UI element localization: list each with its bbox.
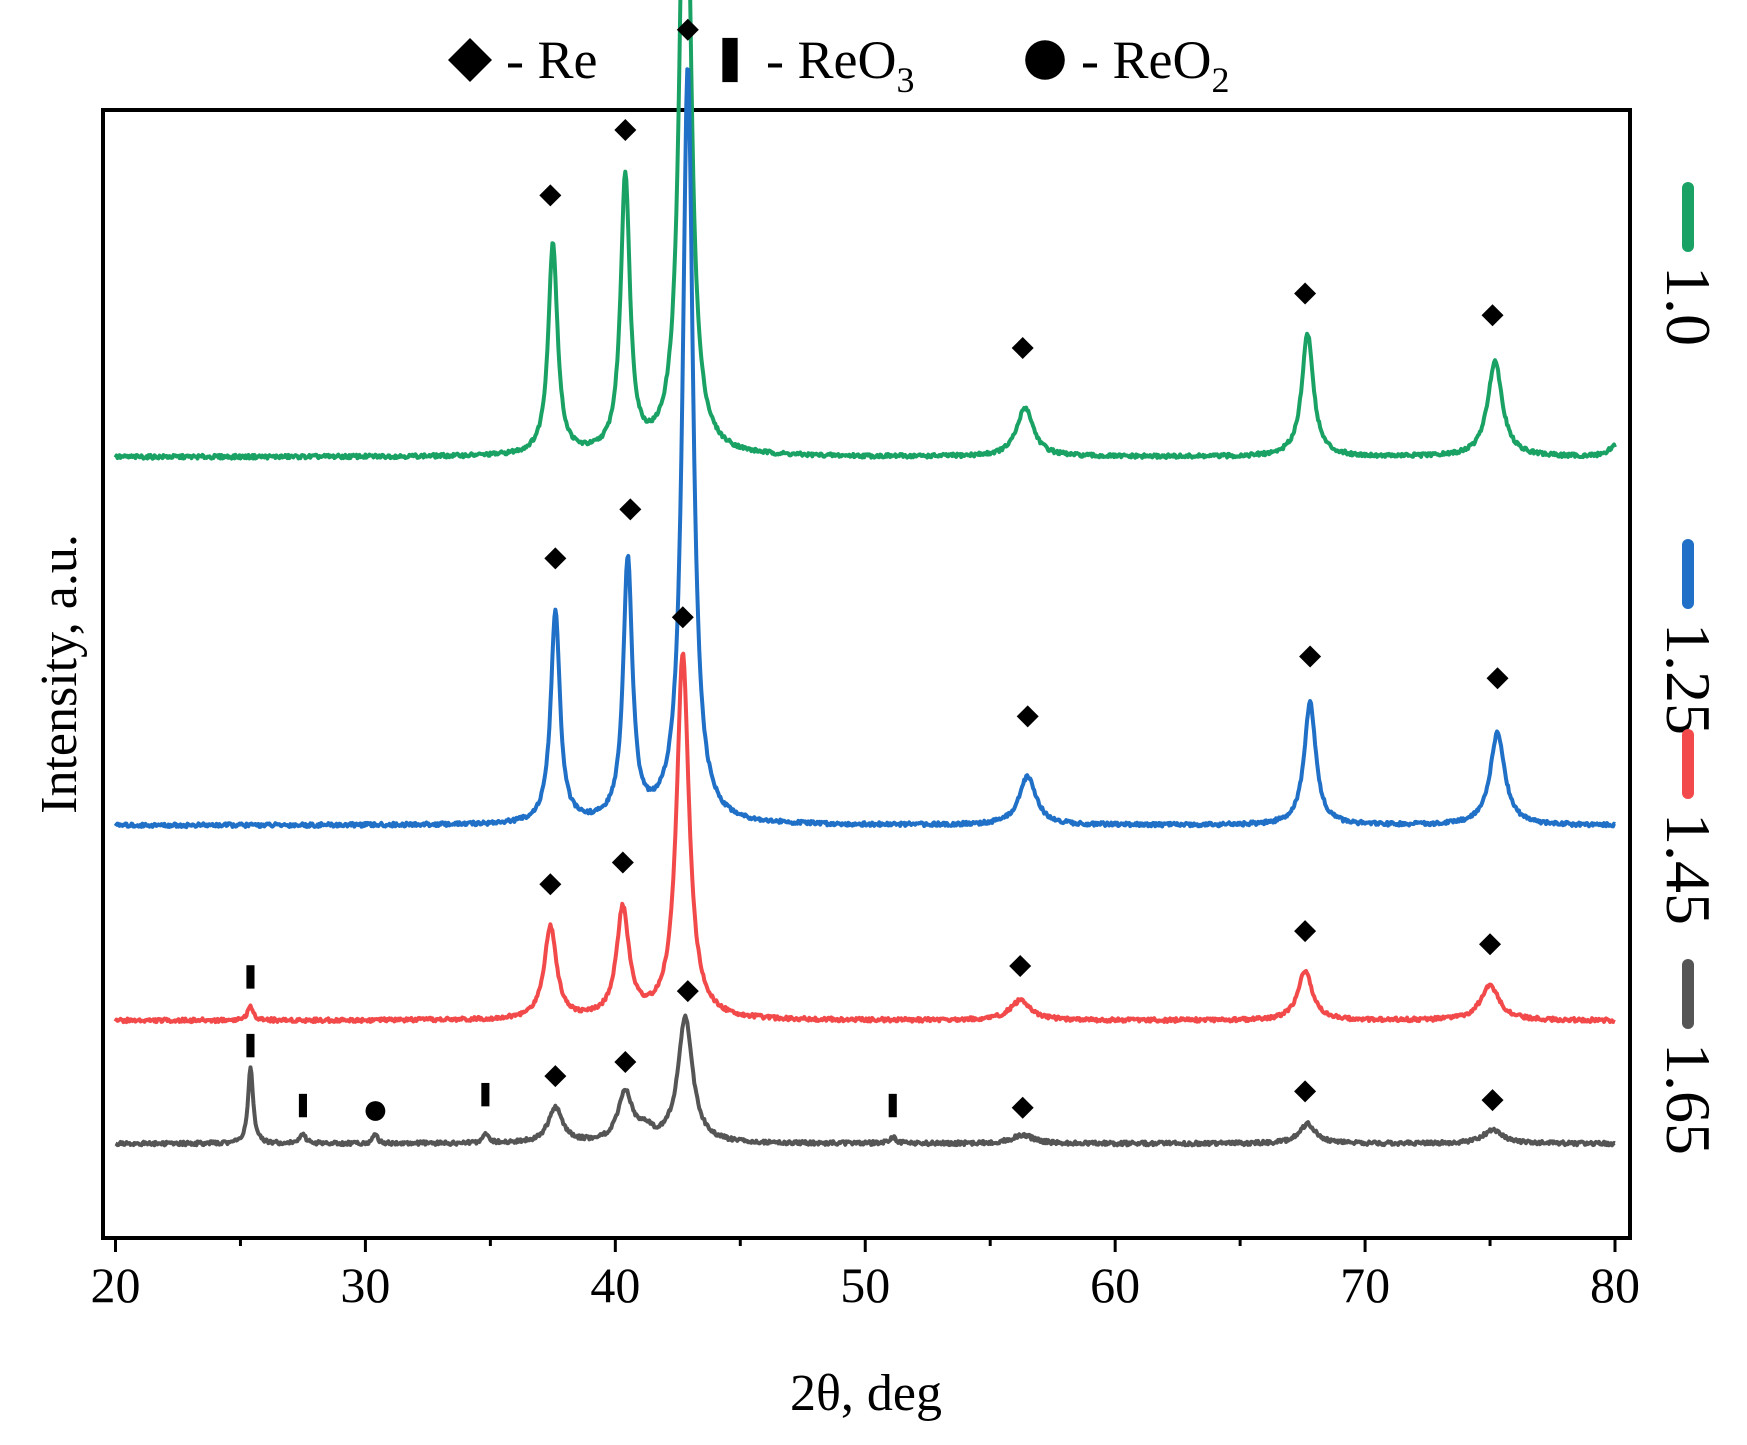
- diamond-phase-marker: [1011, 337, 1034, 359]
- diamond-phase-marker: [1481, 1089, 1504, 1112]
- x-tick-label: 70: [1340, 1257, 1390, 1313]
- x-axis: 20 30 40 50 60 70 80: [90, 1238, 1640, 1313]
- y-axis-title: Intensity, a.u.: [31, 534, 88, 814]
- series-legend-item: 1.0: [1653, 182, 1724, 346]
- series-legend-item: 1.45: [1653, 729, 1724, 925]
- diamond-phase-marker: [539, 184, 562, 207]
- diamond-phase-marker: [1016, 705, 1039, 728]
- x-tick-label: 80: [1590, 1257, 1640, 1313]
- phase-legend-label: - Re: [506, 30, 597, 90]
- series-legend-label: 1.0: [1653, 266, 1724, 346]
- diamond-phase-marker: [1011, 1096, 1034, 1119]
- diamond-phase-marker: [1294, 282, 1317, 305]
- phase-legend-subscript: 2: [1211, 60, 1229, 100]
- diamond-phase-marker: [676, 980, 699, 1003]
- diamond-phase-marker: [544, 547, 567, 570]
- diamond-phase-marker: [1294, 920, 1317, 943]
- series-line-1-45: [113, 651, 1616, 1025]
- phase-legend-item: - Re: [448, 30, 597, 90]
- diamond-phase-marker: [671, 606, 694, 629]
- x-tick-label: 20: [90, 1257, 140, 1313]
- series-layer: [113, 0, 1617, 1148]
- diamond-phase-marker: [619, 498, 642, 521]
- series-legend-item: 1.65: [1653, 959, 1724, 1155]
- series-legend-label: 1.25: [1653, 623, 1724, 735]
- diamond-phase-marker: [614, 1050, 637, 1073]
- diamond-phase-marker: [1479, 933, 1502, 956]
- x-tick-label: 40: [590, 1257, 640, 1313]
- phase-legend-item: - ReO3: [722, 30, 914, 100]
- phase-legend-item: - ReO2: [1025, 30, 1229, 100]
- x-tick-label: 30: [340, 1257, 390, 1313]
- series-legend-label: 1.65: [1653, 1043, 1724, 1155]
- diamond-phase-marker: [1294, 1080, 1317, 1103]
- series-line-1-25: [113, 67, 1616, 830]
- series-legend-item: 1.25: [1653, 539, 1724, 735]
- bar-phase-marker: [481, 1082, 490, 1107]
- bar-phase-marker: [246, 1033, 255, 1058]
- plot-frame: [101, 108, 1632, 1240]
- diamond-phase-marker: [539, 873, 562, 896]
- phase-legend-subscript: 3: [896, 60, 914, 100]
- circle-legend-icon: [1025, 40, 1065, 80]
- series-line-1-0: [113, 0, 1617, 461]
- x-tick-label: 60: [1090, 1257, 1140, 1313]
- series-line-1-65: [114, 1013, 1616, 1148]
- diamond-phase-marker: [544, 1065, 567, 1088]
- series-legend: 1.0 1.25 1.45 1.65: [1653, 182, 1724, 1155]
- diamond-phase-marker: [1481, 304, 1504, 327]
- series-legend-label: 1.45: [1653, 813, 1724, 925]
- diamond-phase-marker: [1009, 955, 1032, 978]
- diamond-phase-marker: [1486, 667, 1509, 690]
- diamond-legend-icon: [448, 38, 492, 82]
- phase-markers: [246, 18, 1509, 1121]
- diamond-phase-marker: [1299, 645, 1322, 668]
- diamond-phase-marker: [611, 851, 634, 874]
- phase-legend-label: - ReO3: [766, 30, 914, 100]
- diamond-phase-marker: [614, 119, 637, 141]
- diamond-phase-marker: [676, 18, 699, 41]
- bar-phase-marker: [888, 1093, 897, 1118]
- bar-phase-marker: [298, 1093, 307, 1118]
- phase-legend: - Re - ReO3 - ReO2: [448, 30, 1229, 100]
- circle-phase-marker: [365, 1101, 386, 1121]
- bar-phase-marker: [246, 965, 255, 989]
- bar-legend-icon: [722, 37, 738, 83]
- phase-legend-label: - ReO2: [1081, 30, 1229, 100]
- x-tick-label: 50: [840, 1257, 890, 1313]
- x-axis-title: 2θ, deg: [790, 1365, 942, 1422]
